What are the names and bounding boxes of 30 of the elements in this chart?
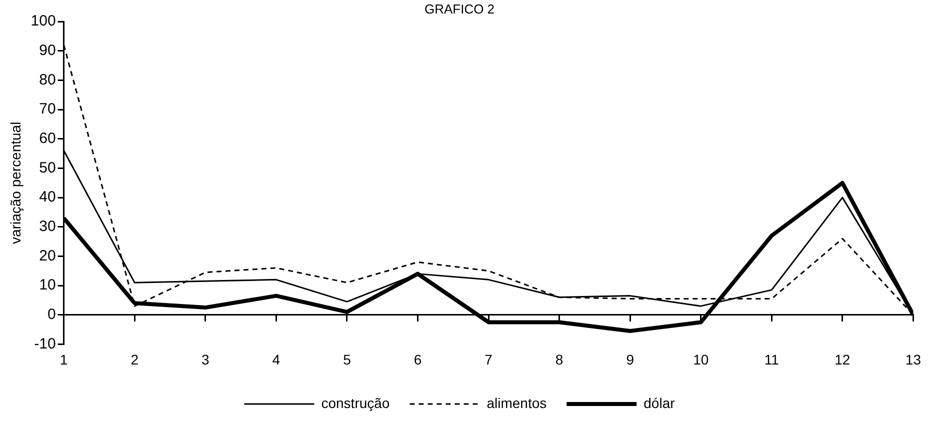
y-tick-label: 70 (39, 100, 56, 118)
x-tick-label: 8 (555, 351, 564, 368)
y-tick-label: 80 (39, 71, 56, 88)
x-tick-label: 11 (764, 351, 780, 368)
x-tick-label: 3 (201, 351, 210, 368)
x-tick-label: 9 (626, 351, 634, 368)
y-axis-title: variação percentual (7, 122, 24, 244)
y-tick-label: 10 (39, 276, 56, 294)
y-tick-label: 20 (39, 247, 56, 264)
x-tick-label: 4 (272, 351, 280, 368)
y-tick-label: 30 (39, 218, 56, 236)
y-tick-label: 50 (39, 159, 56, 176)
y-tick-label: 40 (39, 188, 56, 206)
legend-label: construção (321, 394, 390, 411)
x-tick-label: 7 (484, 351, 493, 368)
legend-label: dólar (644, 394, 676, 411)
y-tick-label: 0 (47, 306, 56, 324)
y-tick-label: 60 (39, 130, 56, 148)
x-tick-label: 6 (414, 351, 422, 368)
x-tick-label: 2 (130, 351, 139, 368)
legend-label: alimentos (486, 394, 547, 411)
x-tick-label: 10 (693, 351, 709, 368)
y-tick-label: 100 (30, 12, 56, 30)
x-tick-label: 1 (60, 351, 68, 368)
y-tick-label: 90 (39, 42, 56, 60)
y-tick-label: -10 (34, 335, 56, 352)
chart-title: GRAFICO 2 (424, 1, 495, 16)
x-tick-label: 13 (905, 351, 922, 368)
x-tick-label: 5 (343, 351, 352, 368)
x-tick-label: 12 (834, 351, 850, 368)
